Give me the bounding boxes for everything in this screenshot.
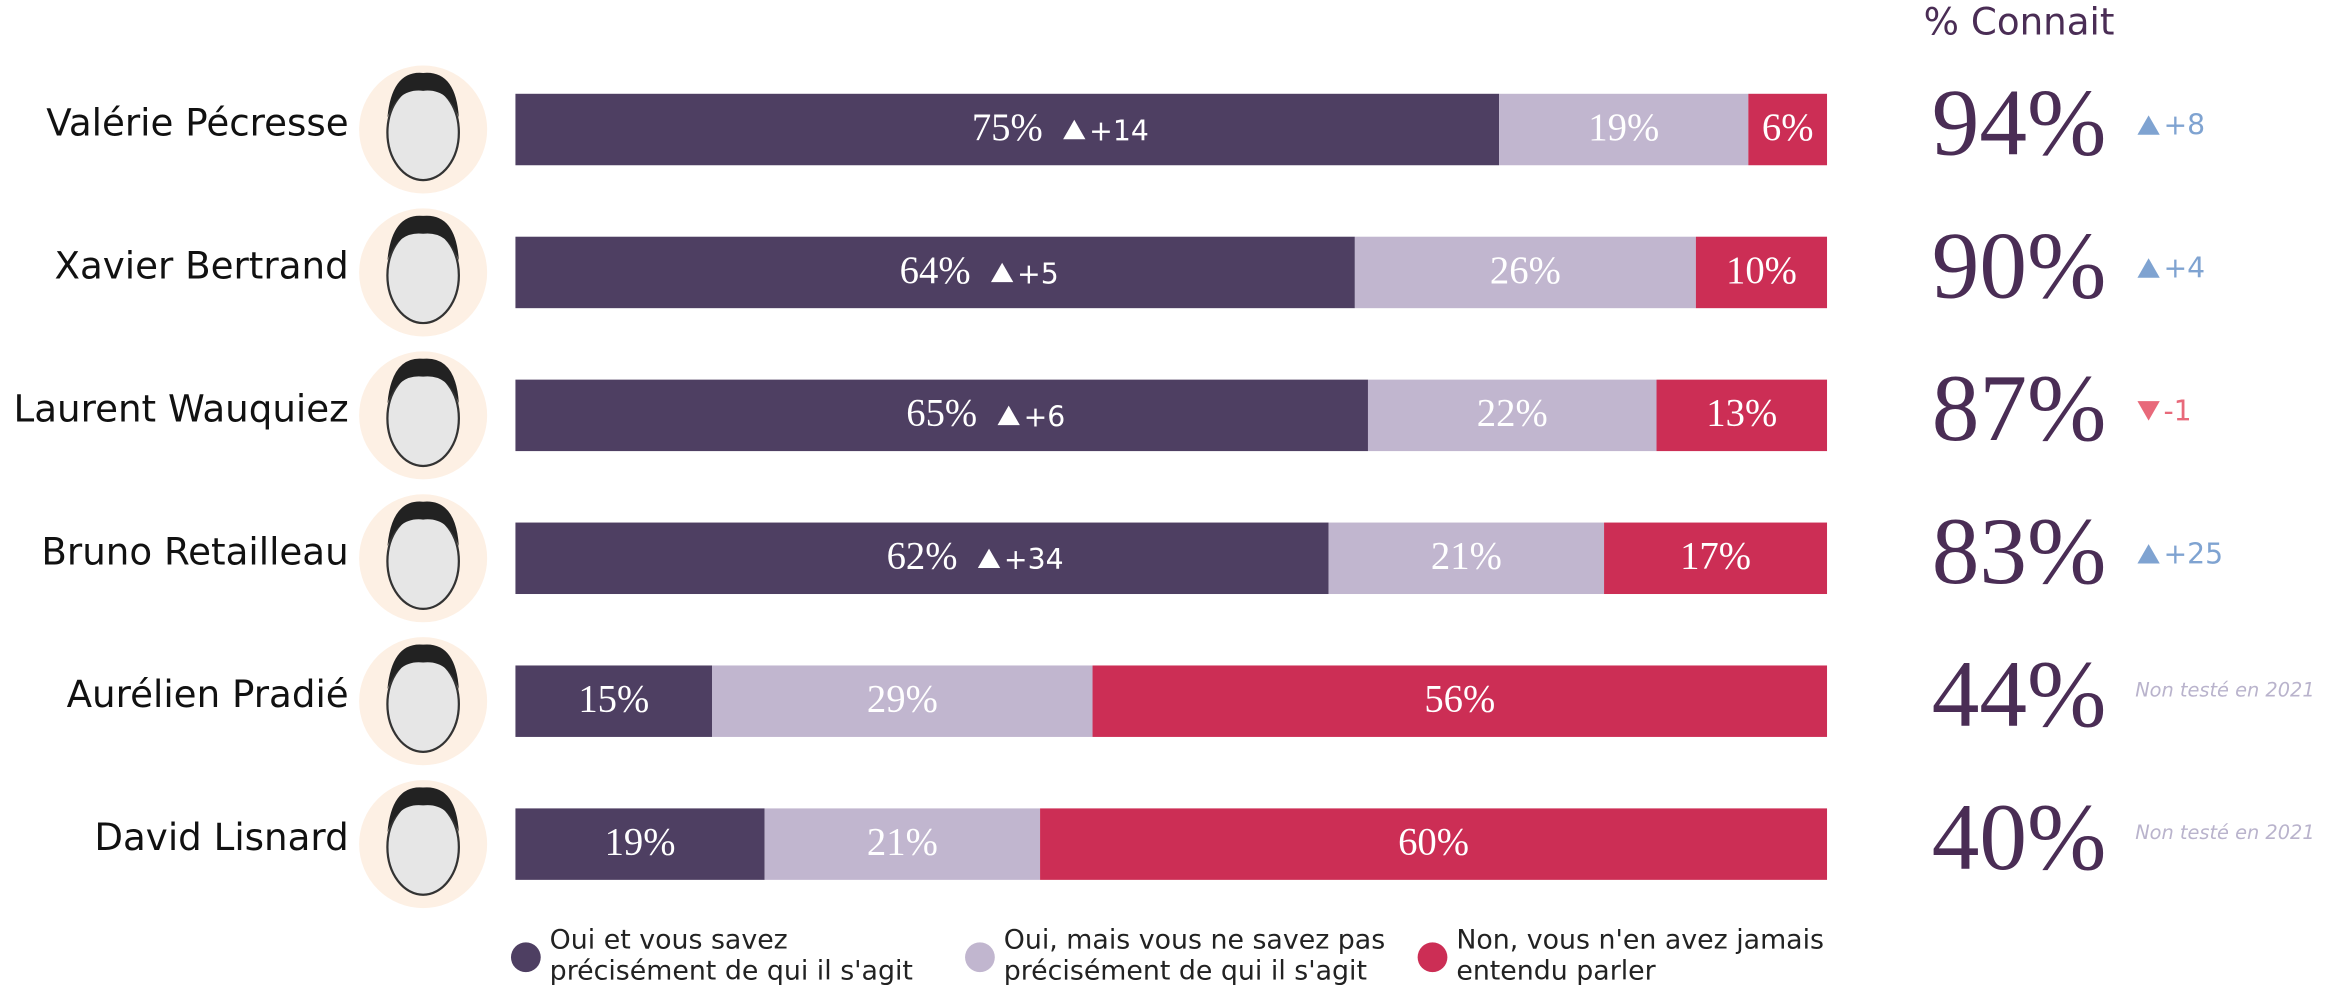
legend-label: Non, vous n'en avez jamais entendu parle… [1456,924,1825,988]
known-value: 87% [1932,355,2107,461]
bar-value-label: 65% [906,393,977,435]
portrait-face [386,369,460,468]
known-value: 94% [1932,69,2107,175]
bar-segment [1604,522,1828,595]
bar-change-label: +5 [1017,257,1059,290]
bar-segment [1748,93,1828,166]
portrait-hair [387,72,459,118]
portrait-hair [387,644,459,690]
category-label: Xavier Bertrand [54,243,348,287]
bar-change-label: +6 [1024,400,1066,433]
portrait-hair [387,358,459,404]
portrait-face [386,226,460,325]
category-label: Laurent Wauquiez [13,386,348,430]
bar-value-label: 75% [972,107,1043,149]
bar-value-label: 17% [1680,536,1751,578]
bar-change-label: +34 [1004,543,1064,576]
portrait-hair [387,787,459,833]
bar-segment [515,665,713,737]
bar-segment [1656,379,1828,452]
legend-swatch [965,942,995,973]
portrait-hair [387,501,459,547]
category-label: Valérie Pécresse [46,101,348,145]
known-change-arrow [2137,115,2160,135]
legend-swatch [510,942,541,973]
known-value: 40% [1932,784,2107,890]
bar-segment [1499,93,1749,166]
known-change-label: +8 [2163,109,2205,142]
known-value: 83% [1932,498,2107,604]
known-change-arrow [2137,258,2160,278]
bar-segment [1328,522,1605,595]
bar-value-label: 19% [605,821,676,863]
bar-segment [1367,379,1657,452]
legend-entry: Non, vous n'en avez jamais entendu parle… [1456,924,1825,988]
portrait-face [386,798,460,896]
legend-entry: Oui, mais vous ne savez pas précisément … [1003,924,1386,988]
not-tested-label: Non testé en 2021 [2135,678,2314,701]
change-arrow [997,405,1020,426]
bar-value-label: 62% [887,536,958,578]
change-arrow [990,262,1014,283]
known-change-label: +25 [2163,537,2223,570]
bar-segment [712,665,1093,737]
bar-value-label: 22% [1477,393,1548,435]
legend-swatch [1417,942,1448,973]
known-change-arrow [2137,401,2160,421]
bar-segment [515,379,1368,452]
bar-value-label: 56% [1424,679,1495,721]
bar-segment [515,522,1329,595]
bar-value-label: 26% [1490,250,1561,292]
known-title: % Connait [1924,0,2115,43]
category-label: Bruno Retailleau [41,529,348,573]
known-change-arrow [2137,544,2160,564]
bar-segment [1040,808,1828,880]
legend-entry: Oui et vous savez précisément de qui il … [549,924,913,988]
known-change-label: +4 [2163,251,2205,284]
legend-label: Oui et vous savez précisément de qui il … [549,924,913,988]
category-label: Aurélien Pradié [67,672,349,716]
bar-value-label: 13% [1706,393,1777,435]
bar-segment [515,808,765,880]
bar-change-label: +14 [1089,114,1149,147]
not-tested-label: Non testé en 2021 [2135,821,2314,844]
known-value: 90% [1932,212,2107,318]
bar-value-label: 21% [1431,536,1502,578]
change-arrow [1063,119,1086,140]
bar-value-label: 6% [1762,107,1814,149]
legend-label: Oui, mais vous ne savez pas précisément … [1003,924,1386,988]
bar-segment [1695,236,1828,309]
bar-value-label: 10% [1726,250,1797,292]
portrait-hair [387,215,459,261]
bar-segment [764,808,1041,880]
bar-value-label: 29% [867,679,938,721]
bar-value-label: 19% [1588,107,1659,149]
portrait-face [386,83,460,182]
known-value: 44% [1932,641,2107,747]
bar-value-label: 64% [900,250,971,292]
bar-value-label: 15% [578,679,649,721]
bar-segment [1092,665,1828,737]
known-change-label: -1 [2163,394,2191,427]
category-label: David Lisnard [94,815,348,859]
bar-segment [515,93,1500,166]
bar-segment [515,236,1355,309]
portrait-face [386,512,460,611]
bar-value-label: 60% [1398,821,1469,863]
change-arrow [977,548,1001,568]
bar-segment [1354,236,1696,309]
portrait-face [386,655,460,753]
bar-value-label: 21% [867,821,938,863]
